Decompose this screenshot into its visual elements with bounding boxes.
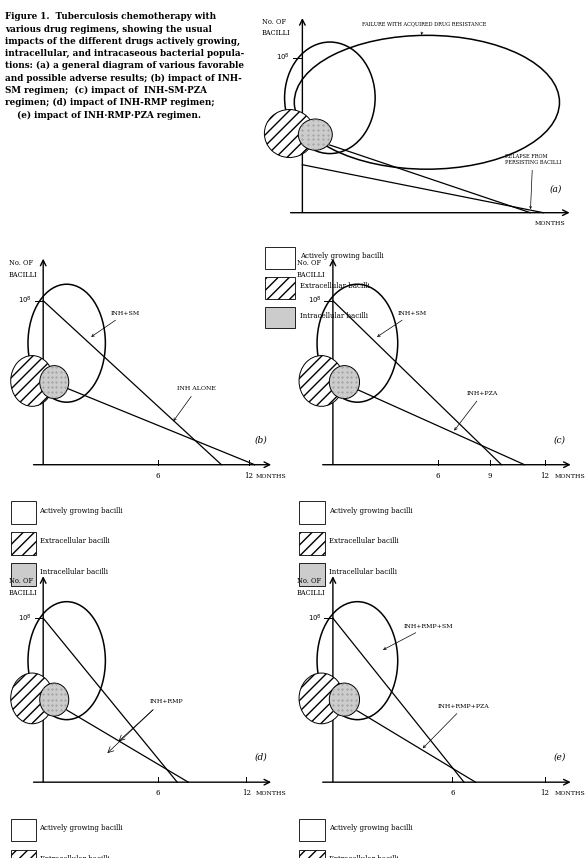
Text: $10^5$: $10^5$ xyxy=(308,691,322,702)
Text: RELAPSE FROM
PERSISTING BACILLI: RELAPSE FROM PERSISTING BACILLI xyxy=(505,154,561,208)
Text: BACILLI: BACILLI xyxy=(297,271,326,279)
Bar xyxy=(11,501,36,524)
Text: 6: 6 xyxy=(450,789,455,797)
Ellipse shape xyxy=(11,673,54,724)
Text: 12: 12 xyxy=(540,472,549,480)
Text: Extracellular bacilli: Extracellular bacilli xyxy=(39,537,109,546)
Text: INH+SM: INH+SM xyxy=(377,311,427,336)
Ellipse shape xyxy=(329,366,359,399)
Text: $10^5$: $10^5$ xyxy=(18,373,32,384)
Bar xyxy=(11,849,36,858)
Text: MONTHS: MONTHS xyxy=(555,474,586,479)
Text: 12: 12 xyxy=(245,472,253,480)
Ellipse shape xyxy=(40,683,69,716)
Bar xyxy=(265,247,295,269)
Text: (d): (d) xyxy=(255,752,268,762)
Text: INH ALONE: INH ALONE xyxy=(174,386,216,420)
Text: $10^8$: $10^8$ xyxy=(18,295,32,306)
Text: $10^5$: $10^5$ xyxy=(276,125,289,137)
Text: Extracellular bacilli: Extracellular bacilli xyxy=(39,855,109,858)
Text: MONTHS: MONTHS xyxy=(256,474,286,479)
Bar xyxy=(265,306,295,329)
Text: Extracellular bacilli: Extracellular bacilli xyxy=(300,282,370,290)
Bar xyxy=(11,563,36,586)
Text: 6: 6 xyxy=(436,472,440,480)
Ellipse shape xyxy=(11,355,54,407)
Text: Figure 1.  Tuberculosis chemotherapy with
various drug regimens, showing the usu: Figure 1. Tuberculosis chemotherapy with… xyxy=(5,12,245,119)
Text: BACILLI: BACILLI xyxy=(9,589,37,596)
Text: $10^8$: $10^8$ xyxy=(308,295,322,306)
Text: (c): (c) xyxy=(553,435,565,444)
Text: Actively growing bacilli: Actively growing bacilli xyxy=(39,824,123,832)
Bar xyxy=(299,501,325,524)
Text: No. OF: No. OF xyxy=(297,259,321,268)
Text: FAILURE WITH ACQUIRED DRUG RESISTANCE: FAILURE WITH ACQUIRED DRUG RESISTANCE xyxy=(362,21,487,34)
Text: Actively growing bacilli: Actively growing bacilli xyxy=(300,252,383,260)
Text: $10^8$: $10^8$ xyxy=(18,613,32,624)
Text: 12: 12 xyxy=(242,789,251,797)
Bar xyxy=(299,563,325,586)
Text: (e): (e) xyxy=(553,752,566,762)
Text: MONTHS: MONTHS xyxy=(256,791,286,796)
Text: No. OF: No. OF xyxy=(297,577,321,585)
Ellipse shape xyxy=(298,119,332,150)
Bar xyxy=(299,819,325,842)
Text: No. OF: No. OF xyxy=(262,18,286,27)
Text: MONTHS: MONTHS xyxy=(534,221,565,226)
Text: Actively growing bacilli: Actively growing bacilli xyxy=(39,506,123,515)
Text: BACILLI: BACILLI xyxy=(297,589,326,596)
Bar xyxy=(299,532,325,555)
Text: 6: 6 xyxy=(156,789,160,797)
Text: No. OF: No. OF xyxy=(9,577,33,585)
Ellipse shape xyxy=(299,355,344,407)
Bar xyxy=(299,849,325,858)
Text: Intracellular bacilli: Intracellular bacilli xyxy=(329,568,397,577)
Text: $10^5$: $10^5$ xyxy=(18,691,32,702)
Text: (b): (b) xyxy=(255,435,268,444)
Text: INH+RMP+SM: INH+RMP+SM xyxy=(383,624,453,650)
Ellipse shape xyxy=(40,366,69,399)
Text: INH+RMP: INH+RMP xyxy=(149,699,183,704)
Text: INH+RMP+PZA: INH+RMP+PZA xyxy=(423,704,490,748)
Text: (a): (a) xyxy=(550,184,562,194)
Bar xyxy=(11,532,36,555)
Text: 12: 12 xyxy=(540,789,549,797)
Text: Extracellular bacilli: Extracellular bacilli xyxy=(329,855,399,858)
Text: 9: 9 xyxy=(487,472,492,480)
Text: 6: 6 xyxy=(156,472,160,480)
Text: BACILLI: BACILLI xyxy=(9,271,37,279)
Text: Intracellular bacilli: Intracellular bacilli xyxy=(300,311,368,319)
Bar xyxy=(11,819,36,842)
Text: $10^8$: $10^8$ xyxy=(276,52,289,63)
Text: $10^5$: $10^5$ xyxy=(308,373,322,384)
Text: $10^8$: $10^8$ xyxy=(308,613,322,624)
Text: INH+SM: INH+SM xyxy=(92,311,140,336)
Text: Extracellular bacilli: Extracellular bacilli xyxy=(329,537,399,546)
Text: INH+PZA: INH+PZA xyxy=(455,391,498,430)
Bar xyxy=(265,277,295,299)
Text: Actively growing bacilli: Actively growing bacilli xyxy=(329,824,413,832)
Text: Actively growing bacilli: Actively growing bacilli xyxy=(329,506,413,515)
Ellipse shape xyxy=(329,683,359,716)
Text: BACILLI: BACILLI xyxy=(262,29,290,38)
Text: Intracellular bacilli: Intracellular bacilli xyxy=(39,568,108,577)
Ellipse shape xyxy=(299,673,344,724)
Text: No. OF: No. OF xyxy=(9,259,33,268)
Ellipse shape xyxy=(265,110,315,158)
Text: MONTHS: MONTHS xyxy=(555,791,586,796)
